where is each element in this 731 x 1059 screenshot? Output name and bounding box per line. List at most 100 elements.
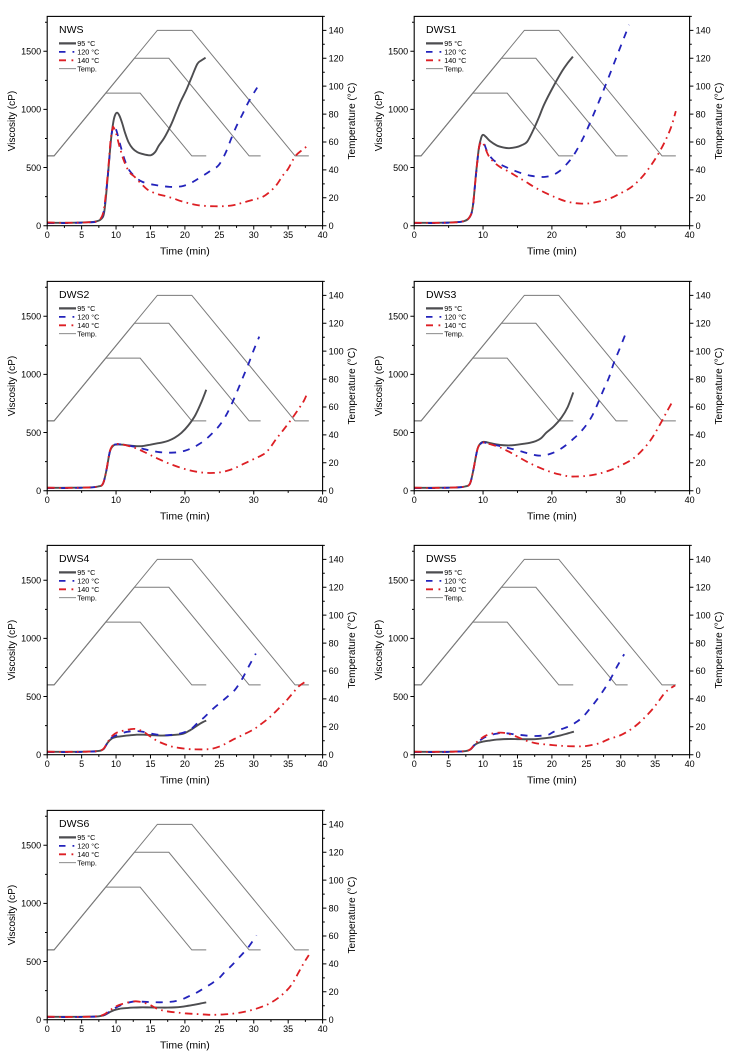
svg-text:140: 140	[329, 555, 344, 565]
svg-text:20: 20	[547, 230, 557, 240]
svg-text:1500: 1500	[21, 46, 41, 56]
svg-text:Viscosity (cP): Viscosity (cP)	[374, 620, 385, 680]
svg-text:20: 20	[696, 722, 706, 732]
svg-text:0: 0	[403, 485, 408, 495]
svg-text:95 °C: 95 °C	[77, 39, 95, 48]
svg-text:DWS2: DWS2	[59, 289, 89, 301]
svg-text:40: 40	[318, 1024, 328, 1034]
svg-text:140: 140	[696, 26, 711, 36]
svg-text:120 °C: 120 °C	[444, 48, 466, 57]
svg-text:0: 0	[45, 759, 50, 769]
svg-text:40: 40	[318, 230, 328, 240]
svg-text:20: 20	[180, 230, 190, 240]
svg-text:140 °C: 140 °C	[77, 585, 99, 594]
svg-text:Time (min): Time (min)	[527, 775, 577, 787]
svg-text:40: 40	[329, 430, 339, 440]
svg-text:120: 120	[696, 53, 711, 63]
svg-text:1000: 1000	[388, 105, 408, 115]
svg-text:100: 100	[696, 81, 711, 91]
svg-text:20: 20	[329, 986, 339, 996]
svg-text:Temperature (°C): Temperature (°C)	[347, 612, 358, 689]
svg-text:120: 120	[329, 53, 344, 63]
svg-text:Temp.: Temp.	[444, 329, 464, 338]
svg-text:0: 0	[36, 485, 41, 495]
svg-text:140 °C: 140 °C	[444, 320, 466, 329]
svg-text:500: 500	[26, 427, 41, 437]
svg-text:35: 35	[283, 1024, 293, 1034]
svg-text:0: 0	[403, 750, 408, 760]
svg-text:500: 500	[393, 163, 408, 173]
svg-text:1000: 1000	[388, 634, 408, 644]
svg-text:120: 120	[329, 318, 344, 328]
svg-text:5: 5	[446, 759, 451, 769]
svg-text:0: 0	[412, 230, 417, 240]
svg-text:100: 100	[696, 346, 711, 356]
svg-text:80: 80	[696, 638, 706, 648]
svg-text:120: 120	[696, 582, 711, 592]
svg-text:100: 100	[329, 346, 344, 356]
svg-text:Temp.: Temp.	[77, 64, 97, 73]
svg-text:1000: 1000	[21, 898, 41, 908]
svg-text:10: 10	[478, 759, 488, 769]
svg-text:40: 40	[318, 759, 328, 769]
svg-text:0: 0	[329, 1014, 334, 1024]
svg-text:500: 500	[26, 956, 41, 966]
svg-text:10: 10	[111, 230, 121, 240]
svg-text:Temp.: Temp.	[77, 858, 97, 867]
svg-text:500: 500	[26, 692, 41, 702]
svg-text:20: 20	[547, 759, 557, 769]
svg-text:20: 20	[696, 193, 706, 203]
svg-text:DWS1: DWS1	[426, 24, 456, 36]
svg-text:95 °C: 95 °C	[444, 39, 462, 48]
svg-text:140: 140	[329, 290, 344, 300]
svg-text:Temperature (°C): Temperature (°C)	[714, 347, 725, 424]
svg-text:0: 0	[329, 750, 334, 760]
svg-text:20: 20	[696, 457, 706, 467]
svg-text:30: 30	[249, 1024, 259, 1034]
svg-text:DWS4: DWS4	[59, 553, 89, 565]
svg-text:0: 0	[45, 230, 50, 240]
svg-text:120: 120	[329, 582, 344, 592]
svg-text:0: 0	[329, 485, 334, 495]
svg-text:40: 40	[685, 759, 695, 769]
svg-text:95 °C: 95 °C	[77, 568, 95, 577]
svg-text:1000: 1000	[21, 105, 41, 115]
svg-text:Temp.: Temp.	[444, 593, 464, 602]
svg-text:1000: 1000	[21, 634, 41, 644]
svg-text:0: 0	[696, 221, 701, 231]
svg-text:1500: 1500	[388, 46, 408, 56]
svg-text:Temp.: Temp.	[77, 593, 97, 602]
svg-text:140 °C: 140 °C	[444, 585, 466, 594]
svg-text:95 °C: 95 °C	[77, 304, 95, 313]
svg-text:25: 25	[581, 759, 591, 769]
svg-text:30: 30	[616, 495, 626, 505]
svg-text:40: 40	[696, 694, 706, 704]
svg-text:20: 20	[329, 193, 339, 203]
svg-text:5: 5	[79, 1024, 84, 1034]
svg-text:0: 0	[45, 495, 50, 505]
svg-text:30: 30	[249, 495, 259, 505]
svg-text:60: 60	[329, 402, 339, 412]
svg-text:1500: 1500	[21, 575, 41, 585]
svg-text:15: 15	[145, 1024, 155, 1034]
svg-text:120 °C: 120 °C	[77, 577, 99, 586]
svg-text:Viscosity (cP): Viscosity (cP)	[7, 355, 18, 415]
svg-text:120: 120	[696, 318, 711, 328]
svg-text:Temp.: Temp.	[77, 329, 97, 338]
svg-text:15: 15	[513, 759, 523, 769]
svg-text:40: 40	[685, 230, 695, 240]
svg-text:0: 0	[45, 1024, 50, 1034]
svg-text:60: 60	[696, 137, 706, 147]
svg-text:Viscosity (cP): Viscosity (cP)	[7, 620, 18, 680]
svg-text:0: 0	[36, 1014, 41, 1024]
svg-text:140: 140	[329, 819, 344, 829]
svg-text:30: 30	[616, 759, 626, 769]
svg-text:Time (min): Time (min)	[160, 246, 210, 258]
svg-text:35: 35	[283, 230, 293, 240]
svg-text:40: 40	[329, 959, 339, 969]
svg-text:60: 60	[329, 666, 339, 676]
svg-text:Viscosity (cP): Viscosity (cP)	[7, 91, 18, 151]
svg-text:20: 20	[180, 1024, 190, 1034]
svg-text:5: 5	[79, 759, 84, 769]
svg-text:10: 10	[111, 759, 121, 769]
